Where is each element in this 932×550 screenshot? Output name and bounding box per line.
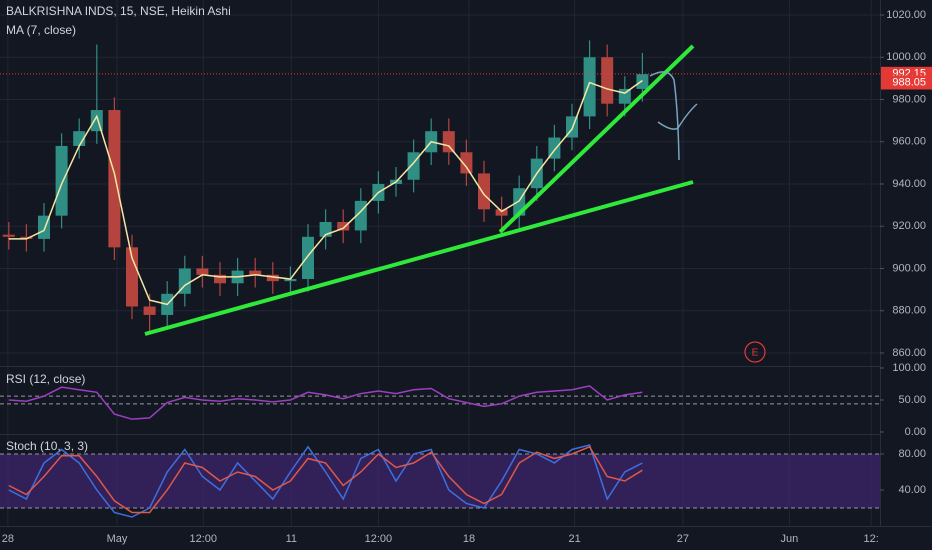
indicator-title: RSI (12, close) <box>6 372 85 386</box>
y-tick-label: 1020.00 <box>886 9 926 21</box>
candle-body <box>20 236 33 239</box>
y-tick-label: 100.00 <box>892 362 926 374</box>
candle-body <box>196 268 209 275</box>
candle-body <box>302 236 314 280</box>
candle-body <box>2 234 15 237</box>
y-tick-label: 40.00 <box>898 484 926 496</box>
candle-body <box>636 74 649 89</box>
candle-body <box>618 88 631 104</box>
earnings-marker[interactable] <box>744 341 766 363</box>
pane-separator <box>0 434 880 435</box>
candle-body <box>249 270 262 275</box>
pane-separator <box>0 366 880 367</box>
y-tick-label: 900.00 <box>892 262 926 274</box>
x-tick-label: 21 <box>569 533 581 545</box>
candle-body <box>478 173 490 210</box>
candle-body <box>442 131 455 153</box>
trendline <box>498 44 695 234</box>
y-tick-label: 880.00 <box>892 305 926 317</box>
series-line <box>8 444 643 518</box>
y-tick-label: 860.00 <box>892 347 926 359</box>
drawn-arrow <box>649 71 680 161</box>
x-tick-label: 18 <box>463 533 475 545</box>
candle-body <box>143 306 156 315</box>
price-label-box <box>881 75 932 90</box>
indicator-title: Stoch (10, 3, 3) <box>6 439 88 453</box>
y-tick-label: 960.00 <box>892 136 926 148</box>
band-fill <box>0 453 880 508</box>
grid <box>0 0 880 526</box>
x-tick-label: May <box>107 533 128 545</box>
candle-body <box>460 152 473 174</box>
candle-body <box>55 145 68 216</box>
x-tick-label: 27 <box>677 533 689 545</box>
plot <box>0 14 884 518</box>
y-tick-label: 80.00 <box>898 448 926 460</box>
x-tick-label: 12: <box>864 533 879 545</box>
chart-title: BALKRISHNA INDS, 15, NSE, Heikin Ashi <box>6 4 231 18</box>
series-line <box>8 445 643 514</box>
pane-separator <box>0 526 932 527</box>
x-tick-label: 11 <box>286 533 297 545</box>
candle-body <box>126 247 138 307</box>
y-tick-label: 980.00 <box>892 93 926 105</box>
x-tick-label: 28 <box>2 533 14 545</box>
candle-body <box>407 152 420 180</box>
candle-body <box>214 274 226 284</box>
legend-entry: MA (7, close) <box>6 23 76 37</box>
candle-body <box>284 279 297 282</box>
x-tick-label: 12:00 <box>190 533 218 545</box>
axis-border <box>880 0 881 526</box>
price-label: 988.05 <box>892 76 926 88</box>
y-tick-label: 0.00 <box>905 426 926 438</box>
y-tick-label: 940.00 <box>892 178 926 190</box>
y-tick-label: 920.00 <box>892 220 926 232</box>
series-line <box>8 79 643 306</box>
candle-body <box>337 221 350 231</box>
candle-body <box>495 209 508 216</box>
y-tick-label: 50.00 <box>898 394 926 406</box>
candle-body <box>108 110 121 248</box>
drawn-arrow <box>657 103 698 130</box>
trendline <box>144 180 694 336</box>
candle-body <box>266 274 279 282</box>
candle-body <box>601 57 614 104</box>
x-tick-label: Jun <box>780 533 798 545</box>
y-tick-label: 1000.00 <box>886 51 926 63</box>
earnings-label: E <box>752 348 759 359</box>
candle-body <box>583 57 596 117</box>
candle-body <box>178 268 191 294</box>
x-tick-label: 12:00 <box>365 533 393 545</box>
series-line <box>8 385 643 420</box>
